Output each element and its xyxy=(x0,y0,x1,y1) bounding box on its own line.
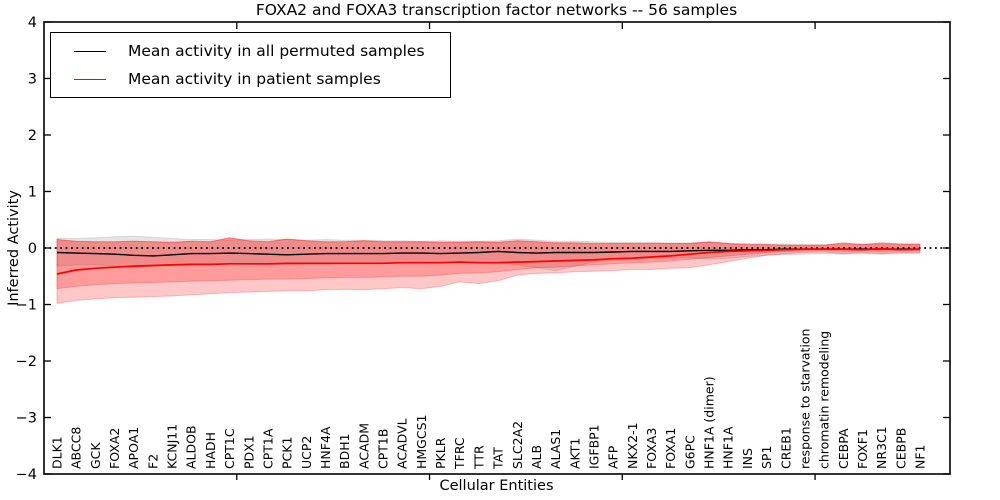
y-axis-label: Inferred Activity xyxy=(6,190,22,306)
y-tick-label: −1 xyxy=(16,298,37,314)
x-tick-label: PDX1 xyxy=(241,435,256,469)
x-tick-label: TFRC xyxy=(452,437,467,470)
x-tick-label: response to starvation xyxy=(797,329,812,470)
x-tick-label: CPT1B xyxy=(376,429,391,469)
x-tick-label: CPT1C xyxy=(222,428,237,469)
x-tick-label: UCP2 xyxy=(299,436,314,469)
x-tick-label: DLK1 xyxy=(50,436,65,469)
x-tick-label: HADH xyxy=(203,432,218,469)
x-tick-label: NKX2-1 xyxy=(625,422,640,469)
x-tick-label: G6PC xyxy=(682,435,697,469)
x-tick-label: HMGCS1 xyxy=(414,415,429,470)
x-tick-label: APOA1 xyxy=(126,427,141,469)
x-tick-label: HNF1A (dimer) xyxy=(702,376,717,469)
y-tick-label: 4 xyxy=(28,15,37,31)
x-tick-label: CPT1A xyxy=(261,428,276,469)
x-tick-label: FOXA1 xyxy=(663,428,678,469)
x-tick-label: ACADM xyxy=(356,423,371,469)
x-tick-label: TAT xyxy=(491,447,506,470)
x-tick-label: FOXA3 xyxy=(644,428,659,469)
y-tick-label: 1 xyxy=(28,185,37,201)
band-permuted-samples-band xyxy=(56,235,921,272)
y-tick-label: 3 xyxy=(28,72,37,88)
x-tick-label: CEBPB xyxy=(893,428,908,469)
x-tick-label: HNF4A xyxy=(318,426,333,469)
x-axis-label: Cellular Entities xyxy=(439,478,554,494)
y-tick-label: 0 xyxy=(28,241,37,257)
x-tick-label: AKT1 xyxy=(567,438,582,469)
x-tick-label: IGFBP1 xyxy=(587,424,602,469)
y-tick-label: 2 xyxy=(28,128,37,144)
x-tick-label: TTR xyxy=(471,445,486,470)
legend-item-permuted: Mean activity in all permuted samples xyxy=(51,38,450,64)
legend-label-permuted: Mean activity in all permuted samples xyxy=(128,42,425,60)
x-tick-label: SP1 xyxy=(759,446,774,469)
x-tick-label: PCK1 xyxy=(280,437,295,469)
x-tick-label: GCK xyxy=(88,442,103,469)
x-tick-label: SLC2A2 xyxy=(510,421,525,469)
legend: Mean activity in all permuted samples Me… xyxy=(50,32,451,98)
y-tick-label: −3 xyxy=(16,411,37,427)
x-tick-label: INS xyxy=(740,448,755,469)
x-tick-label: F2 xyxy=(145,454,160,469)
x-tick-label: FOXA2 xyxy=(107,428,122,469)
x-tick-label: HNF1A xyxy=(721,426,736,469)
chart-title: FOXA2 and FOXA3 transcription factor net… xyxy=(255,1,738,19)
x-tick-label: FOXF1 xyxy=(855,429,870,469)
legend-item-patient: Mean activity in patient samples xyxy=(51,66,450,92)
x-tick-label: ACADVL xyxy=(395,418,410,469)
x-tick-label: chromatin remodeling xyxy=(817,331,832,469)
x-tick-label: ALAS1 xyxy=(548,429,563,469)
series-line-1 xyxy=(56,247,921,275)
x-tick-label: ABCC8 xyxy=(69,427,84,469)
x-tick-label: ALB xyxy=(529,445,544,469)
x-tick-label: NR3C1 xyxy=(874,426,889,469)
legend-line-permuted-icon xyxy=(74,50,106,52)
legend-label-patient: Mean activity in patient samples xyxy=(128,70,381,88)
x-tick-label: AFP xyxy=(606,445,621,469)
x-tick-label: CREB1 xyxy=(778,427,793,469)
x-tick-label: BDH1 xyxy=(337,433,352,469)
x-tick-label: KCNJ11 xyxy=(165,424,180,469)
x-tick-label: ALDOB xyxy=(184,425,199,469)
x-tick-label: CEBPA xyxy=(836,428,851,469)
x-tick-label: NF1 xyxy=(913,445,928,470)
legend-line-patient-icon xyxy=(74,78,106,80)
y-tick-label: −2 xyxy=(16,354,37,370)
y-tick-label: −4 xyxy=(16,467,37,483)
x-tick-label: PKLR xyxy=(433,437,448,469)
